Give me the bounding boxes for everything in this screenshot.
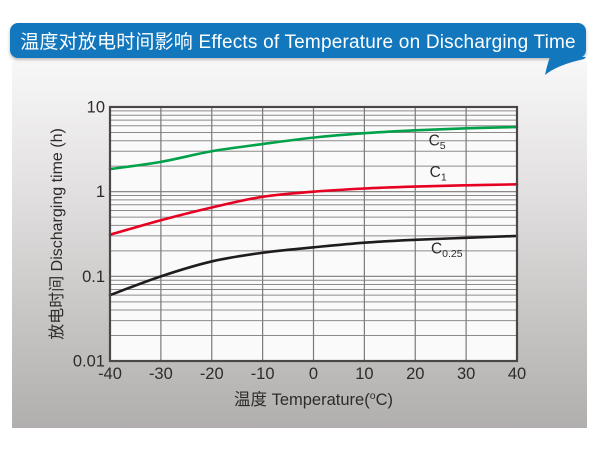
y-axis-title: 放电时间 Discharging time (h) — [48, 128, 66, 340]
x-tick-label: 20 — [406, 365, 424, 383]
x-tick-label: 40 — [508, 365, 526, 383]
curve-C1 — [108, 183, 519, 237]
curve-C5 — [108, 125, 519, 171]
x-tick-label: -30 — [149, 365, 173, 383]
curve-C0.25 — [108, 234, 519, 297]
y-tick-label: 0.01 — [73, 353, 105, 371]
banner-tail-icon — [545, 57, 586, 75]
y-tick-label: 0.1 — [82, 268, 105, 286]
y-tick-label: 1 — [96, 183, 105, 201]
x-tick-label: 0 — [309, 365, 318, 383]
x-axis-title: 温度 Temperature(oC) — [234, 390, 393, 409]
curve-label-C1: C1 — [430, 164, 447, 184]
curve-label-C0.25: C0.25 — [431, 241, 463, 261]
x-tick-label: 30 — [457, 365, 475, 383]
page-title: 温度对放电时间影响 Effects of Temperature on Disc… — [20, 32, 576, 53]
title-banner: 温度对放电时间影响 Effects of Temperature on Disc… — [10, 23, 586, 58]
plot-border — [108, 105, 519, 363]
x-tick-label: -10 — [251, 365, 275, 383]
x-tick-label: 10 — [355, 365, 373, 383]
y-tick-label: 10 — [87, 99, 105, 117]
x-tick-label: -40 — [98, 365, 122, 383]
curve-label-C5: C5 — [429, 133, 446, 153]
x-tick-label: -20 — [200, 365, 224, 383]
